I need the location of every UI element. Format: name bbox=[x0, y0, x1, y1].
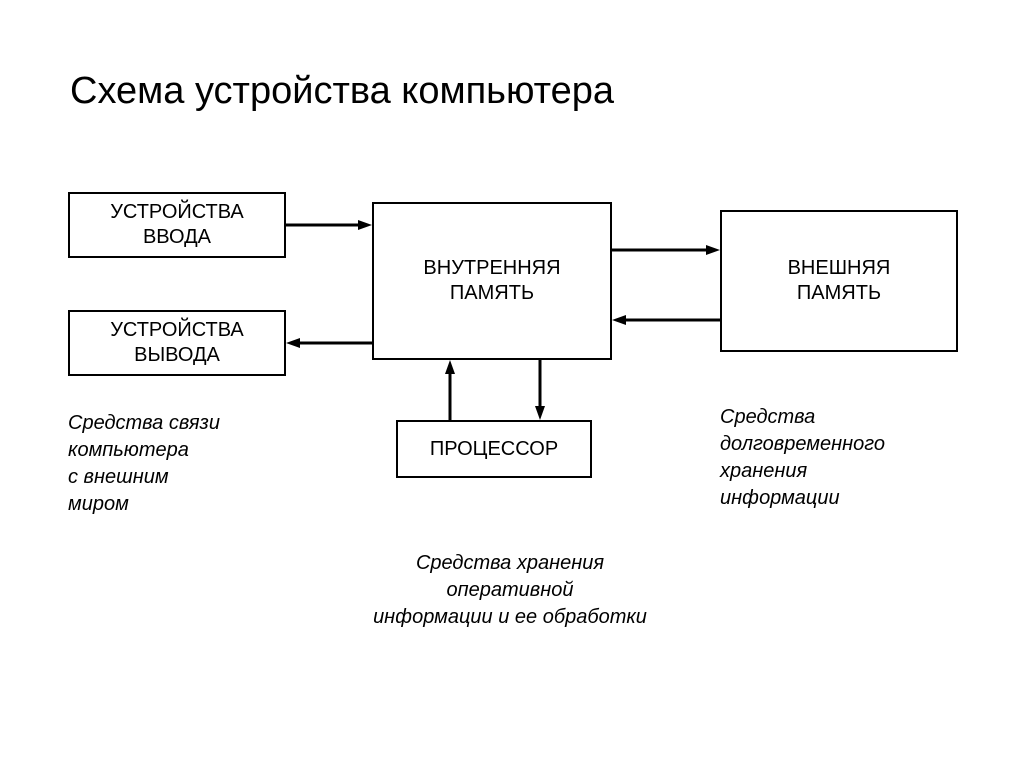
diagram-canvas: Схема устройства компьютера УСТРОЙСТВАВВ… bbox=[0, 0, 1024, 767]
edges-layer bbox=[0, 0, 1024, 767]
arrow bbox=[445, 360, 455, 420]
node-internal-memory: ВНУТРЕННЯЯПАМЯТЬ bbox=[372, 202, 612, 360]
node-external-memory: ВНЕШНЯЯПАМЯТЬ bbox=[720, 210, 958, 352]
node-label: ВНУТРЕННЯЯПАМЯТЬ bbox=[423, 256, 560, 306]
node-processor: ПРОЦЕССОР bbox=[396, 420, 592, 478]
node-label: ВНЕШНЯЯПАМЯТЬ bbox=[788, 256, 891, 306]
node-input-devices: УСТРОЙСТВАВВОДА bbox=[68, 192, 286, 258]
node-output-devices: УСТРОЙСТВАВЫВОДА bbox=[68, 310, 286, 376]
diagram-title: Схема устройства компьютера bbox=[70, 70, 614, 113]
caption-center: Средства храненияоперативнойинформации и… bbox=[340, 550, 680, 631]
arrow bbox=[612, 315, 720, 325]
node-label: УСТРОЙСТВАВЫВОДА bbox=[110, 318, 244, 368]
arrow bbox=[286, 338, 372, 348]
arrow bbox=[286, 220, 372, 230]
arrow bbox=[612, 245, 720, 255]
caption-right: Средствадолговременногохраненияинформаци… bbox=[720, 404, 1000, 512]
arrow bbox=[535, 360, 545, 420]
node-label: ПРОЦЕССОР bbox=[430, 437, 558, 462]
node-label: УСТРОЙСТВАВВОДА bbox=[110, 200, 244, 250]
caption-left: Средства связикомпьютерас внешниммиром bbox=[68, 410, 328, 518]
